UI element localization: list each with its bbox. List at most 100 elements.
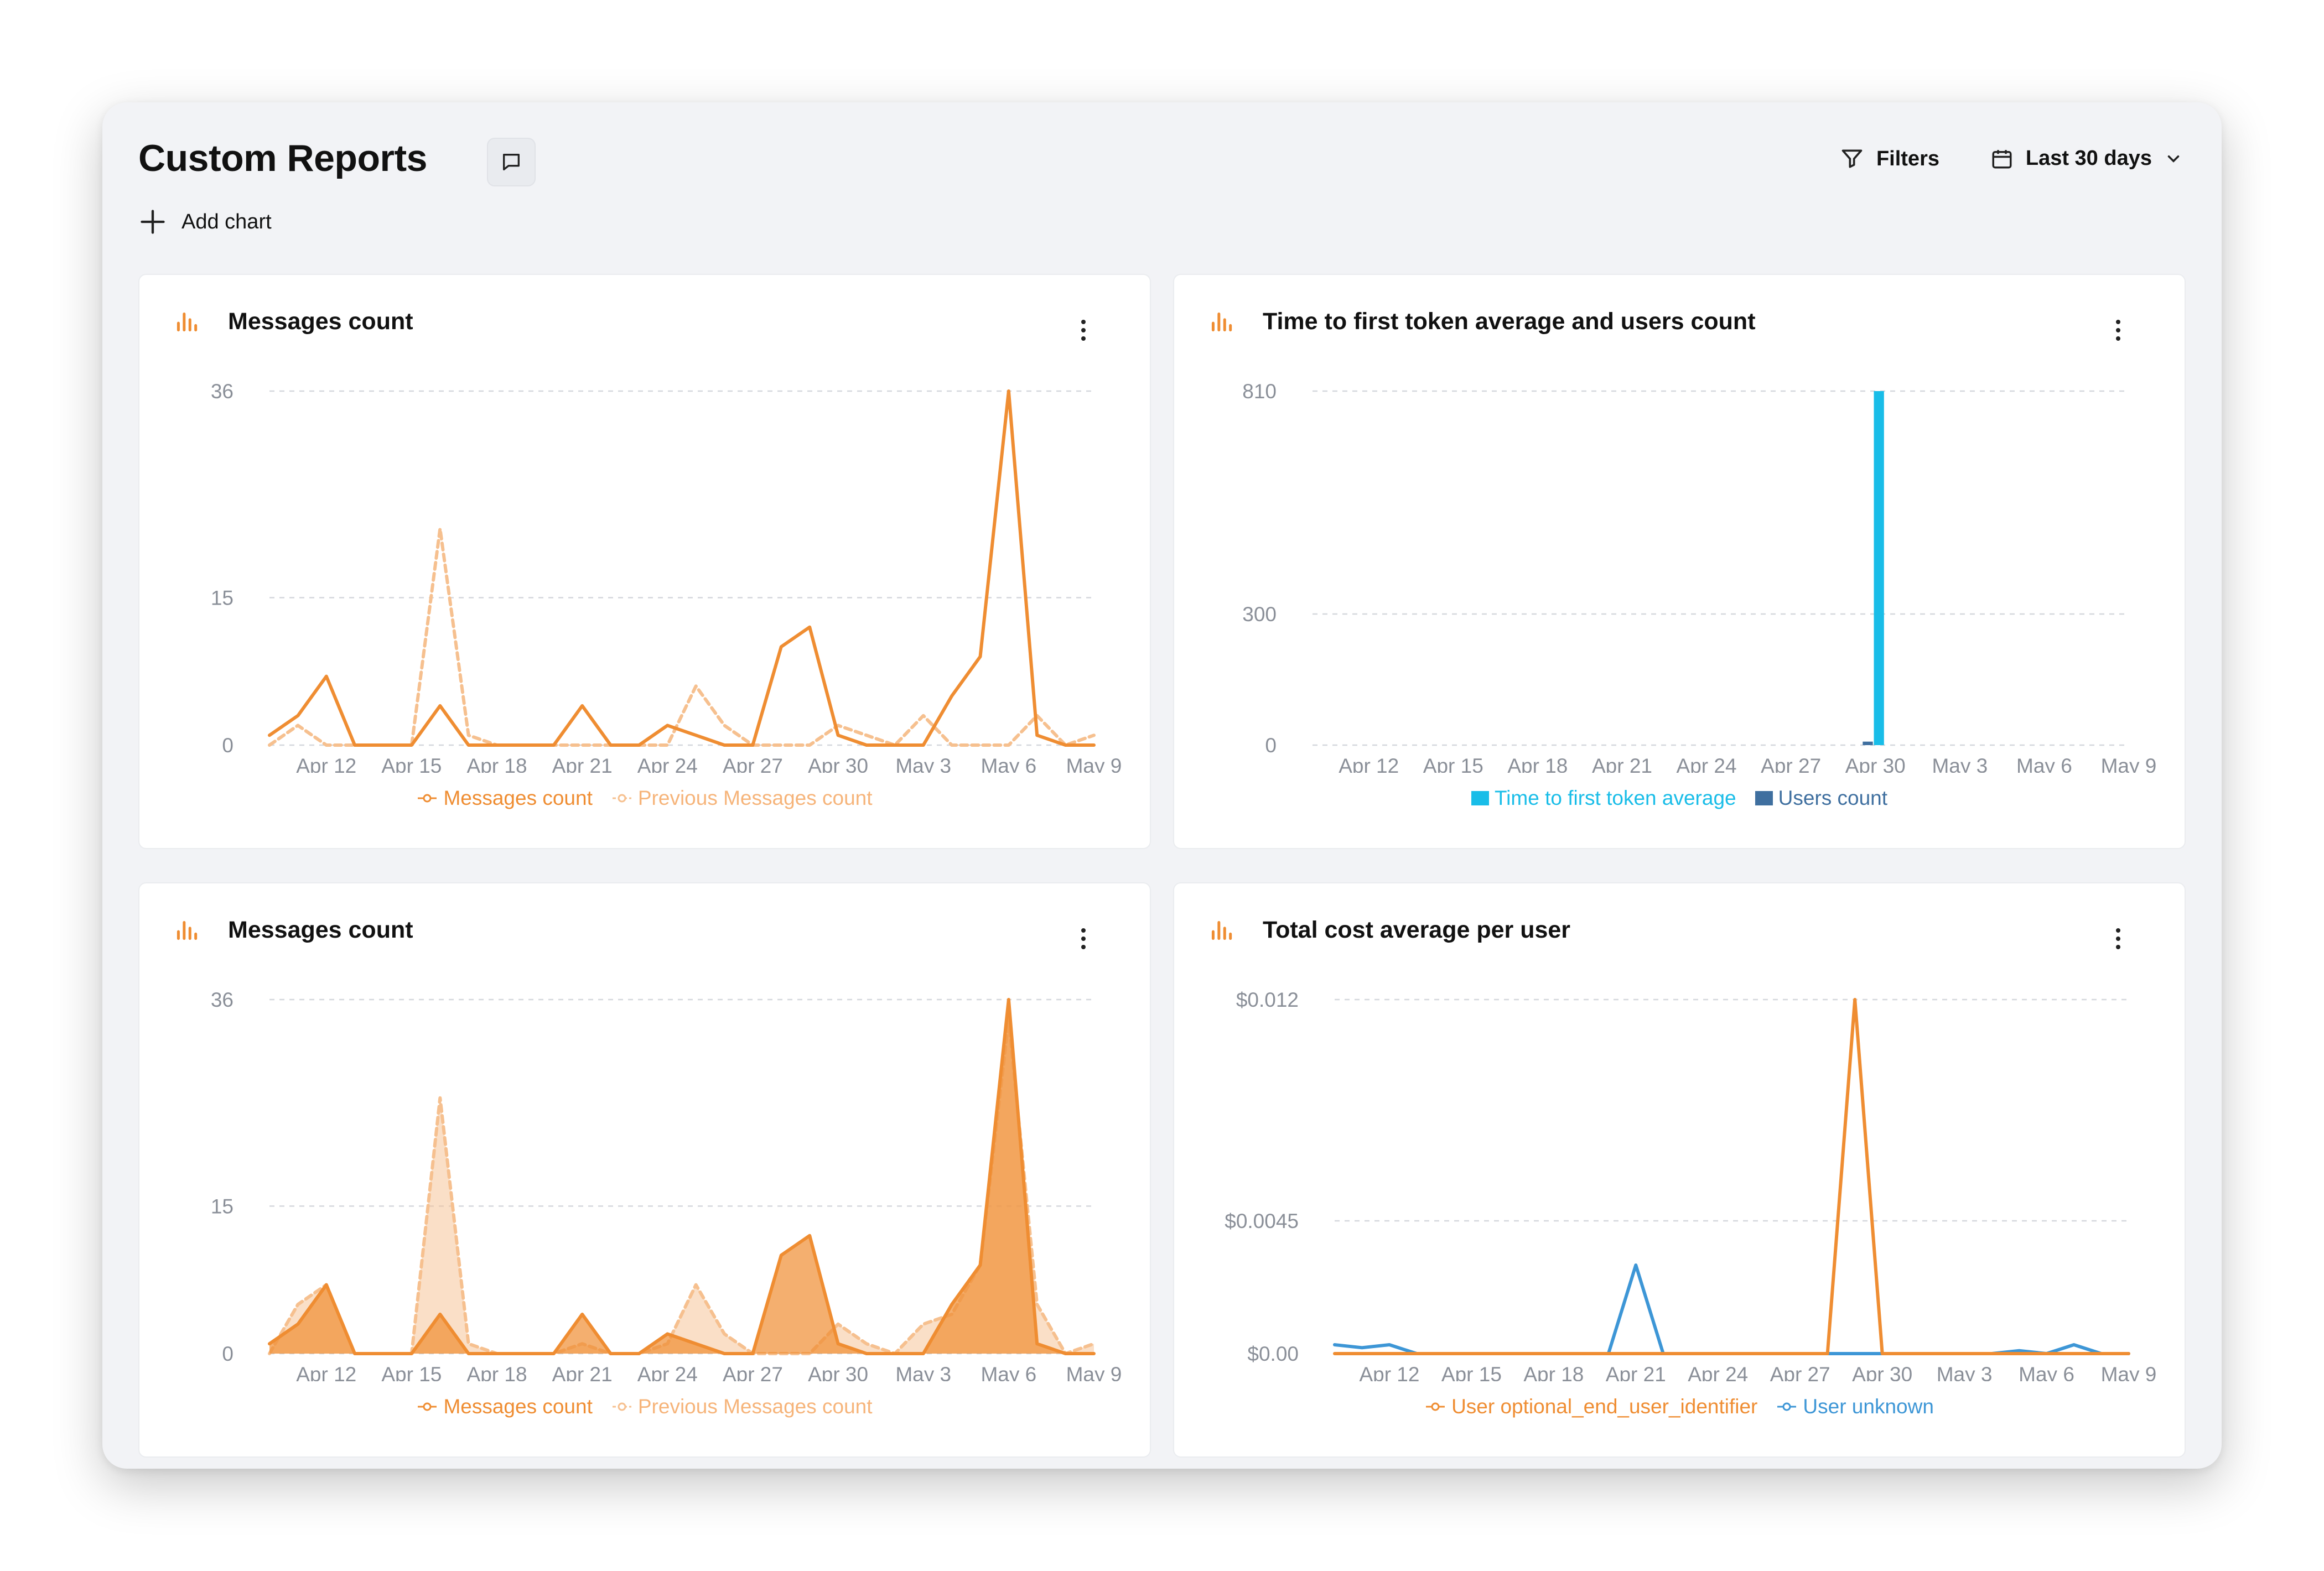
x-tick-label: Apr 15: [381, 755, 442, 773]
x-tick-label: Apr 18: [467, 755, 527, 773]
filters-label: Filters: [1876, 147, 1939, 170]
legend-label: User unknown: [1803, 1395, 1934, 1418]
y-tick-label: $0.012: [1236, 989, 1299, 1011]
x-tick-label: Apr 12: [1359, 1363, 1419, 1381]
legend-item[interactable]: Messages count: [417, 787, 593, 810]
add-chart-button[interactable]: Add chart: [138, 207, 272, 236]
chevron-down-icon: [2167, 155, 2180, 163]
legend-item[interactable]: User optional_end_user_identifier: [1425, 1395, 1757, 1418]
x-tick-label: Apr 18: [1507, 755, 1568, 773]
x-tick-label: Apr 27: [1770, 1363, 1830, 1381]
x-tick-label: Apr 30: [808, 1363, 868, 1381]
page-title: Custom Reports: [138, 137, 427, 179]
legend-label: Users count: [1778, 787, 1888, 809]
legend-item[interactable]: Previous Messages count: [611, 1395, 873, 1418]
area-fill: [269, 1000, 1094, 1354]
x-tick-label: Apr 27: [723, 1363, 783, 1381]
legend-label: Time to first token average: [1494, 787, 1736, 809]
x-tick-label: Apr 12: [1339, 755, 1399, 773]
chart-title: Messages count: [228, 308, 413, 335]
chart-title: Messages count: [228, 917, 413, 943]
x-tick-label: May 9: [2101, 1363, 2157, 1381]
legend-label: Previous Messages count: [637, 1395, 873, 1418]
y-tick-label: 36: [211, 380, 234, 403]
y-tick-label: 0: [1265, 734, 1277, 757]
x-tick-label: Apr 24: [637, 1363, 698, 1381]
chart-card-total-cost: Total cost average per user $0.012 $0.004…: [1173, 882, 2186, 1458]
kebab-menu-icon[interactable]: [2107, 922, 2129, 955]
x-tick-label: Apr 24: [1677, 755, 1737, 773]
chart-card-messages-count-area: Messages count 36 15 0 Apr 12 Apr 15 Apr 18 Ap…: [138, 882, 1151, 1458]
legend-line-marker: [612, 794, 631, 803]
filters-button[interactable]: Filters: [1840, 147, 1939, 171]
series-line: [268, 527, 1096, 747]
x-tick-label: Apr 18: [467, 1363, 527, 1381]
kebab-menu-icon[interactable]: [2107, 314, 2129, 347]
x-tick-label: May 6: [981, 755, 1036, 773]
legend-line-marker: [418, 1402, 437, 1411]
legend-label: User optional_end_user_identifier: [1451, 1395, 1758, 1418]
legend-item[interactable]: Time to first token average: [1471, 787, 1736, 810]
y-tick-label: 810: [1242, 380, 1277, 403]
comment-button[interactable]: [487, 138, 536, 186]
y-tick-label: $0.0045: [1225, 1210, 1299, 1232]
x-tick-label: Apr 12: [296, 755, 356, 773]
legend-label: Previous Messages count: [637, 787, 873, 809]
x-tick-label: Apr 27: [723, 755, 783, 773]
legend-item[interactable]: Previous Messages count: [611, 787, 873, 810]
y-tick-label: 36: [211, 989, 234, 1011]
x-tick-label: May 3: [895, 755, 951, 773]
legend-label: Messages count: [443, 1395, 593, 1418]
x-tick-label: Apr 21: [552, 1363, 613, 1381]
chart-plot: 810 300 0 Apr 12 Apr 15 Apr 18 Apr 21 Apr 24 Apr…: [1242, 380, 2157, 773]
chart-card-ttft-users: Time to first token average and users co…: [1173, 274, 2186, 849]
chart-plot: 36 15 0 Apr 12 Apr 15 Apr 18 Apr 21 Apr 24 Apr 2…: [211, 380, 1122, 773]
x-tick-label: May 9: [2101, 755, 2157, 773]
calendar-icon: [1992, 149, 2012, 168]
legend-label: Messages count: [443, 787, 593, 809]
x-tick-label: Apr 30: [808, 755, 868, 773]
x-tick-label: May 9: [1066, 755, 1122, 773]
x-tick-label: May 6: [981, 1363, 1036, 1381]
chart-legend: User optional_end_user_identifier User u…: [1174, 1395, 2185, 1418]
chart-card-messages-count: Messages count 36 15 0 Apr 12 Apr 15 Apr 18 Ap…: [138, 274, 1151, 849]
add-chart-label: Add chart: [181, 210, 272, 233]
chart-title: Total cost average per user: [1263, 917, 1571, 943]
custom-reports-window: Custom Reports Filters Last 30 days Add …: [102, 102, 2222, 1469]
x-tick-label: Apr 30: [1852, 1363, 1912, 1381]
x-tick-label: May 6: [2019, 1363, 2074, 1381]
bar-chart-icon: [1211, 313, 1232, 332]
kebab-menu-icon[interactable]: [1072, 314, 1094, 347]
x-tick-label: Apr 15: [1441, 1363, 1502, 1381]
y-tick-label: 0: [222, 1343, 234, 1365]
date-range-select[interactable]: Last 30 days: [1990, 147, 2183, 170]
x-tick-label: Apr 15: [381, 1363, 442, 1381]
x-tick-label: May 6: [2016, 755, 2072, 773]
legend-item[interactable]: Messages count: [417, 1395, 593, 1418]
chart-legend: Messages count Previous Messages count: [139, 787, 1150, 810]
page-header: Custom Reports Filters Last 30 days: [138, 124, 2183, 186]
x-tick-label: Apr 15: [1423, 755, 1483, 773]
legend-item[interactable]: Users count: [1755, 787, 1887, 810]
y-tick-label: 300: [1242, 603, 1277, 626]
x-tick-label: Apr 21: [1592, 755, 1652, 773]
legend-swatch: [1471, 791, 1489, 805]
bar: [1863, 741, 1873, 745]
legend-line-marker: [1777, 1402, 1797, 1411]
x-tick-label: Apr 30: [1845, 755, 1906, 773]
y-tick-label: 15: [211, 586, 234, 609]
chart-legend: Messages count Previous Messages count: [139, 1395, 1150, 1418]
legend-item[interactable]: User unknown: [1776, 1395, 1934, 1418]
chart-plot: $0.012 $0.0045 $0.00 Apr 12 Apr 15 Apr 18 Apr …: [1225, 989, 2157, 1381]
plus-icon: [141, 210, 165, 234]
legend-line-marker: [612, 1402, 631, 1411]
chart-legend: Time to first token average Users count: [1174, 787, 2185, 810]
chart-title: Time to first token average and users co…: [1263, 308, 1756, 335]
x-tick-label: May 3: [1932, 755, 1988, 773]
legend-line-marker: [418, 794, 437, 803]
kebab-menu-icon[interactable]: [1072, 922, 1094, 955]
bar-chart-icon: [177, 921, 198, 940]
x-tick-label: Apr 18: [1523, 1363, 1584, 1381]
x-tick-label: Apr 12: [296, 1363, 356, 1381]
x-tick-label: May 3: [1937, 1363, 1993, 1381]
